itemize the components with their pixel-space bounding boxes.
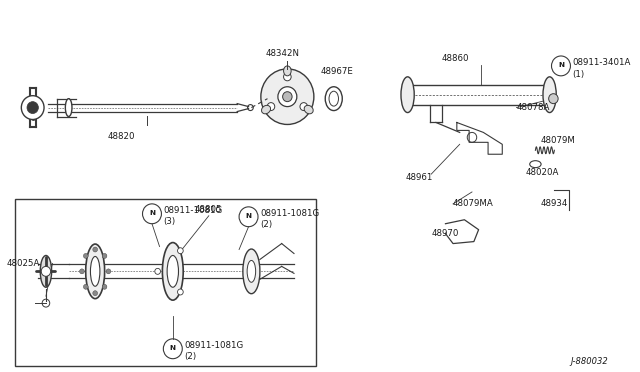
Text: 08911-1081G: 08911-1081G xyxy=(163,206,223,215)
Circle shape xyxy=(300,103,308,110)
Ellipse shape xyxy=(65,99,72,116)
Circle shape xyxy=(93,291,97,296)
Circle shape xyxy=(283,92,292,102)
Text: 48805: 48805 xyxy=(195,205,223,214)
Circle shape xyxy=(42,299,50,307)
Text: N: N xyxy=(149,210,155,216)
Circle shape xyxy=(79,269,84,274)
Text: 48860: 48860 xyxy=(441,54,468,63)
Text: (2): (2) xyxy=(260,220,272,229)
Text: 48020A: 48020A xyxy=(526,168,559,177)
Circle shape xyxy=(106,269,111,274)
Text: 48078A: 48078A xyxy=(516,103,550,112)
Text: N: N xyxy=(170,345,176,351)
Ellipse shape xyxy=(543,77,556,113)
Ellipse shape xyxy=(243,249,260,294)
Text: (2): (2) xyxy=(184,352,196,361)
Circle shape xyxy=(41,266,51,276)
Circle shape xyxy=(102,284,107,289)
Circle shape xyxy=(83,253,88,259)
Text: 48934: 48934 xyxy=(540,199,568,208)
Ellipse shape xyxy=(90,256,100,286)
Circle shape xyxy=(278,87,297,107)
Text: 48079M: 48079M xyxy=(540,136,575,145)
Text: 48079MA: 48079MA xyxy=(453,199,494,208)
Ellipse shape xyxy=(401,77,414,113)
Circle shape xyxy=(83,284,88,289)
Circle shape xyxy=(155,268,161,274)
Ellipse shape xyxy=(262,105,271,114)
Circle shape xyxy=(93,247,97,252)
Circle shape xyxy=(177,248,183,254)
Circle shape xyxy=(284,73,291,81)
Circle shape xyxy=(548,94,558,104)
Text: (3): (3) xyxy=(163,217,175,226)
Text: 48342N: 48342N xyxy=(266,49,300,58)
Text: 48970: 48970 xyxy=(431,229,459,238)
Text: N: N xyxy=(246,213,252,219)
Text: N: N xyxy=(558,62,564,68)
Circle shape xyxy=(27,102,38,113)
Text: 48025A: 48025A xyxy=(7,259,40,268)
Text: 08911-1081G: 08911-1081G xyxy=(260,209,319,218)
Ellipse shape xyxy=(167,256,179,287)
Circle shape xyxy=(102,253,107,259)
Ellipse shape xyxy=(86,244,104,299)
Text: 08911-1081G: 08911-1081G xyxy=(184,341,243,350)
Circle shape xyxy=(248,105,253,110)
Ellipse shape xyxy=(40,256,52,287)
Text: 08911-3401A: 08911-3401A xyxy=(572,58,630,67)
Circle shape xyxy=(467,132,477,142)
Text: (1): (1) xyxy=(572,70,584,79)
Bar xyxy=(15,199,316,366)
Text: J-880032: J-880032 xyxy=(571,357,608,366)
Ellipse shape xyxy=(284,66,291,76)
Circle shape xyxy=(177,289,183,295)
Text: 48967E: 48967E xyxy=(321,67,353,76)
Circle shape xyxy=(267,103,275,110)
Ellipse shape xyxy=(247,260,255,282)
Ellipse shape xyxy=(304,105,313,114)
Circle shape xyxy=(21,96,44,119)
Ellipse shape xyxy=(163,243,183,300)
Text: 48961: 48961 xyxy=(406,173,433,182)
Text: 48820: 48820 xyxy=(108,132,136,141)
Circle shape xyxy=(261,69,314,125)
